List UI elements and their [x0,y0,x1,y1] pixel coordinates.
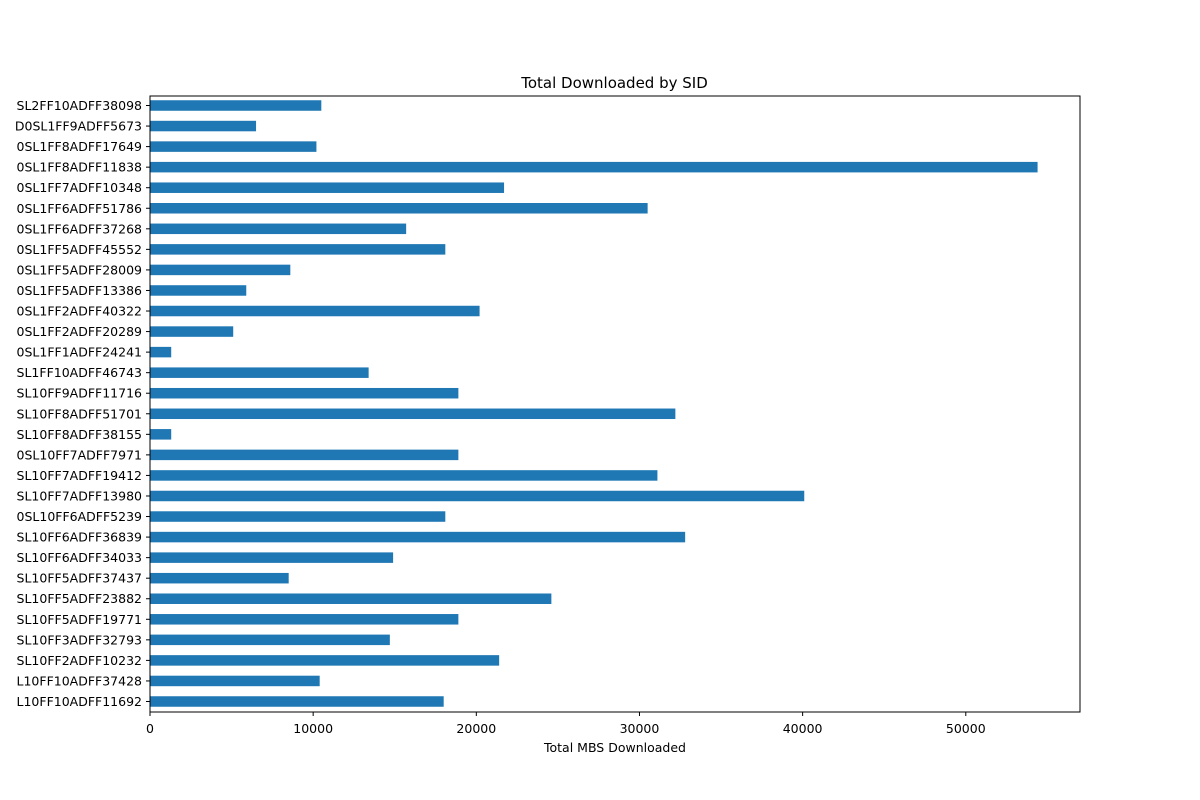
y-tick-label: 0SL1FF2ADFF40322 [17,304,142,319]
plot-frame [149,95,1081,713]
y-tick-label: SL10FF7ADFF19412 [17,468,142,483]
y-tick-label: SL10FF2ADFF10232 [17,653,142,668]
bar-D0SL1FF9ADFF5673 [150,120,257,132]
y-tick-label: 0SL1FF6ADFF37268 [17,221,143,236]
bar-0SL1FF1ADFF24241 [150,346,172,358]
bar-SL10FF6ADFF34033 [150,552,394,563]
bar-L10FF10ADFF11692 [150,696,444,707]
bar-SL10FF7ADFF13980 [150,490,805,502]
y-tick-label: SL10FF8ADFF51701 [17,406,142,421]
bar-SL10FF5ADFF37437 [150,572,289,584]
y-tick-label: L10FF10ADFF11692 [17,694,142,709]
bar-0SL10FF6ADFF5239 [150,511,446,522]
x-axis-label: Total MBS Downloaded [543,740,686,755]
bars-group [150,100,1038,707]
y-tick-label: 0SL1FF2ADFF20289 [17,324,143,339]
y-tick-label: L10FF10ADFF37428 [17,673,143,688]
bar-0SL1FF8ADFF11838 [150,161,1038,173]
y-tick-label: SL10FF6ADFF36839 [17,530,143,545]
x-tick-label: 50000 [946,721,986,736]
bar-SL10FF6ADFF36839 [150,531,686,543]
x-axis-ticks: 0 10000 20000 30000 40000 50000 [146,712,986,736]
bar-0SL1FF8ADFF17649 [150,141,317,152]
y-tick-label: 0SL1FF5ADFF45552 [17,242,142,257]
y-tick-label: 0SL1FF8ADFF17649 [17,139,143,154]
y-tick-label: SL10FF5ADFF37437 [17,571,142,586]
y-tick-label: SL10FF9ADFF11716 [17,386,143,401]
y-tick-label: 0SL1FF6ADFF51786 [17,201,143,216]
y-tick-label: 0SL1FF1ADFF24241 [17,345,142,360]
y-tick-label: SL10FF5ADFF23882 [17,591,142,606]
bar-0SL1FF2ADFF20289 [150,326,234,337]
bar-SL10FF5ADFF23882 [150,593,552,604]
y-tick-label: 0SL1FF7ADFF10348 [17,180,143,195]
y-tick-label: 0SL10FF6ADFF5239 [17,509,143,524]
y-tick-label: SL10FF7ADFF13980 [17,488,143,503]
bar-SL10FF3ADFF32793 [150,634,390,646]
bar-SL10FF2ADFF10232 [150,655,500,666]
y-axis-ticks: L10FF10ADFF11692 L10FF10ADFF37428 SL10FF2A… [15,98,150,709]
bar-SL10FF9ADFF11716 [150,387,459,399]
y-tick-label: SL1FF10ADFF46743 [17,365,142,380]
y-tick-label: SL10FF3ADFF32793 [17,632,142,647]
bar-0SL10FF7ADFF7971 [150,449,459,461]
x-tick-label: 40000 [783,721,823,736]
x-tick-label: 0 [146,721,154,736]
x-tick-label: 20000 [456,721,496,736]
bar-SL2FF10ADFF38098 [150,100,322,111]
y-tick-label: D0SL1FF9ADFF5673 [15,119,142,134]
bar-0SL1FF6ADFF37268 [150,223,407,235]
y-tick-label: SL10FF6ADFF34033 [17,550,142,565]
bar-0SL1FF7ADFF10348 [150,182,505,193]
y-tick-label: SL10FF5ADFF19771 [17,612,142,627]
bar-0SL1FF2ADFF40322 [150,305,480,317]
chart-title: Total Downloaded by SID [520,74,708,92]
y-tick-label: 0SL1FF8ADFF11838 [17,160,143,175]
x-tick-label: 30000 [620,721,660,736]
bar-0SL1FF6ADFF51786 [150,203,648,214]
bar-SL10FF5ADFF19771 [150,614,459,625]
bar-SL1FF10ADFF46743 [150,367,369,378]
bar-0SL1FF5ADFF45552 [150,244,446,255]
bar-SL10FF8ADFF51701 [150,408,676,420]
y-tick-label: 0SL1FF5ADFF28009 [17,262,143,277]
y-tick-label: 0SL10FF7ADFF7971 [17,447,142,462]
y-tick-label: 0SL1FF5ADFF13386 [17,283,143,298]
x-tick-label: 10000 [293,721,333,736]
bar-SL10FF7ADFF19412 [150,470,658,481]
bar-SL10FF8ADFF38155 [150,429,172,440]
bar-L10FF10ADFF37428 [150,675,320,687]
bar-0SL1FF5ADFF13386 [150,285,247,296]
y-tick-label: SL2FF10ADFF38098 [17,98,143,113]
y-tick-label: SL10FF8ADFF38155 [17,427,142,442]
bar-0SL1FF5ADFF28009 [150,264,291,276]
